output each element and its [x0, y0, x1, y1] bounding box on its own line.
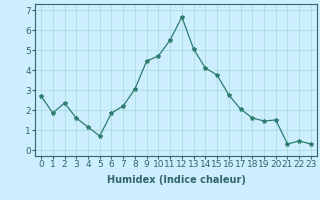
X-axis label: Humidex (Indice chaleur): Humidex (Indice chaleur) — [107, 175, 245, 185]
